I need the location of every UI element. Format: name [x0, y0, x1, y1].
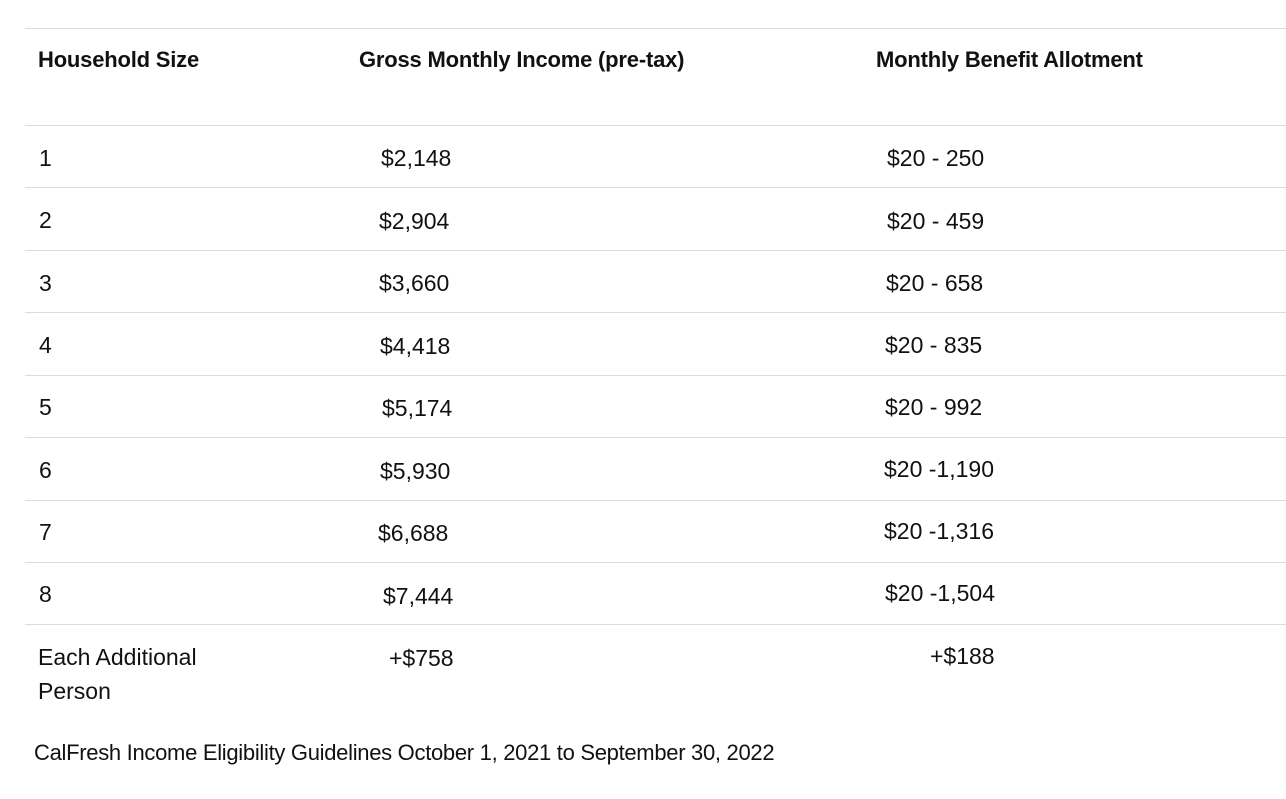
header-divider	[25, 125, 1286, 126]
row-7-size: 7	[39, 519, 52, 545]
row-6-benefit: $20 -1,190	[884, 456, 994, 482]
row-3-size: 3	[39, 270, 52, 296]
row-8-benefit: $20 -1,504	[885, 580, 995, 606]
additional-income: +$758	[389, 645, 454, 671]
row-5-benefit: $20 - 992	[885, 394, 983, 420]
header-gross-income: Gross Monthly Income (pre-tax)	[359, 47, 685, 72]
row-7-benefit: $20 -1,316	[884, 518, 994, 544]
row-divider	[25, 437, 1286, 438]
header-household-size: Household Size	[38, 47, 199, 72]
row-3-benefit: $20 - 658	[886, 270, 984, 296]
row-divider	[25, 562, 1286, 563]
row-2-income: $2,904	[379, 208, 450, 234]
table-top-border	[25, 28, 1286, 29]
row-5-size: 5	[39, 394, 52, 420]
row-4-benefit: $20 - 835	[885, 332, 983, 358]
row-1-income: $2,148	[381, 145, 452, 171]
table-caption: CalFresh Income Eligibility Guidelines O…	[34, 740, 775, 765]
row-1-size: 1	[39, 145, 52, 171]
additional-benefit: +$188	[930, 643, 995, 669]
row-4-income: $4,418	[380, 333, 451, 359]
row-8-income: $7,444	[383, 583, 454, 609]
row-divider	[25, 187, 1286, 188]
row-6-income: $5,930	[380, 458, 451, 484]
row-2-benefit: $20 - 459	[887, 208, 985, 234]
row-6-size: 6	[39, 457, 52, 483]
row-divider	[25, 312, 1286, 313]
header-benefit-allotment: Monthly Benefit Allotment	[876, 47, 1143, 72]
row-3-income: $3,660	[379, 270, 450, 296]
row-5-income: $5,174	[382, 395, 453, 421]
row-divider	[25, 375, 1286, 376]
row-divider	[25, 250, 1286, 251]
additional-size-line1: Each Additional	[38, 644, 197, 670]
row-7-income: $6,688	[378, 520, 449, 546]
row-8-size: 8	[39, 581, 52, 607]
row-4-size: 4	[39, 332, 52, 358]
row-divider	[25, 500, 1286, 501]
row-1-benefit: $20 - 250	[887, 145, 985, 171]
row-2-size: 2	[39, 207, 52, 233]
additional-size-line2: Person	[38, 678, 111, 704]
row-divider	[25, 624, 1286, 625]
